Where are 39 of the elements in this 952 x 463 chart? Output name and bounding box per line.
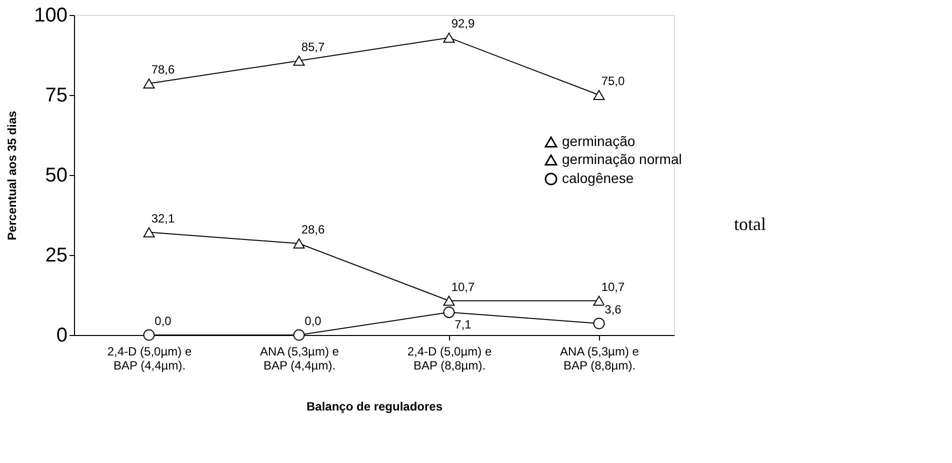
- y-tick-label: 50: [45, 164, 68, 186]
- point: [143, 78, 155, 89]
- y-tick-label: 75: [45, 84, 68, 106]
- y-tick-label: 25: [45, 244, 68, 266]
- data-label: 78,6: [151, 62, 175, 76]
- point: [293, 56, 305, 66]
- point: [593, 90, 605, 100]
- data-label: 7,1: [454, 317, 472, 332]
- legend-label: germinação normal: [562, 151, 682, 167]
- x-tick-label: ANA (5,3µm) e BAP (4,4µm).: [260, 344, 340, 372]
- text: total: [734, 214, 766, 234]
- point: [443, 306, 455, 318]
- data-label: 10,7: [451, 280, 475, 294]
- x-axis-title: Balanço de reguladores: [306, 400, 443, 414]
- data-label: 3,6: [604, 302, 622, 316]
- y-tick-label: 0: [56, 324, 68, 346]
- legend-label: calogênese: [562, 170, 634, 186]
- y-axis-title: Percentual aos 35 dias: [5, 110, 20, 240]
- point: [293, 238, 305, 249]
- point: [143, 227, 155, 238]
- point: [593, 296, 605, 306]
- data-label: 75,0: [601, 74, 625, 88]
- data-label: 32,1: [151, 211, 175, 226]
- data-label: 0,0: [154, 314, 172, 328]
- x-tick-label: 2,4-D (5,0µm) e BAP (4,4µm).: [107, 344, 192, 372]
- y-tick-label: 100: [34, 4, 68, 26]
- point: [593, 318, 605, 330]
- point: [293, 329, 305, 341]
- point: [443, 32, 455, 43]
- data-label: 28,6: [301, 222, 325, 236]
- data-label: 0,0: [304, 314, 322, 328]
- point: [443, 296, 455, 306]
- legend-label: germinação: [562, 133, 636, 149]
- data-label: 10,7: [601, 280, 625, 294]
- data-label: 85,7: [301, 40, 325, 54]
- x-tick-label: 2,4-D (5,0µm) e BAP (8,8µm).: [407, 344, 492, 372]
- x-tick-label: ANA (5,3µm) e BAP (8,8µm).: [560, 344, 640, 372]
- data-label: 92,9: [451, 16, 475, 31]
- point: [143, 329, 155, 341]
